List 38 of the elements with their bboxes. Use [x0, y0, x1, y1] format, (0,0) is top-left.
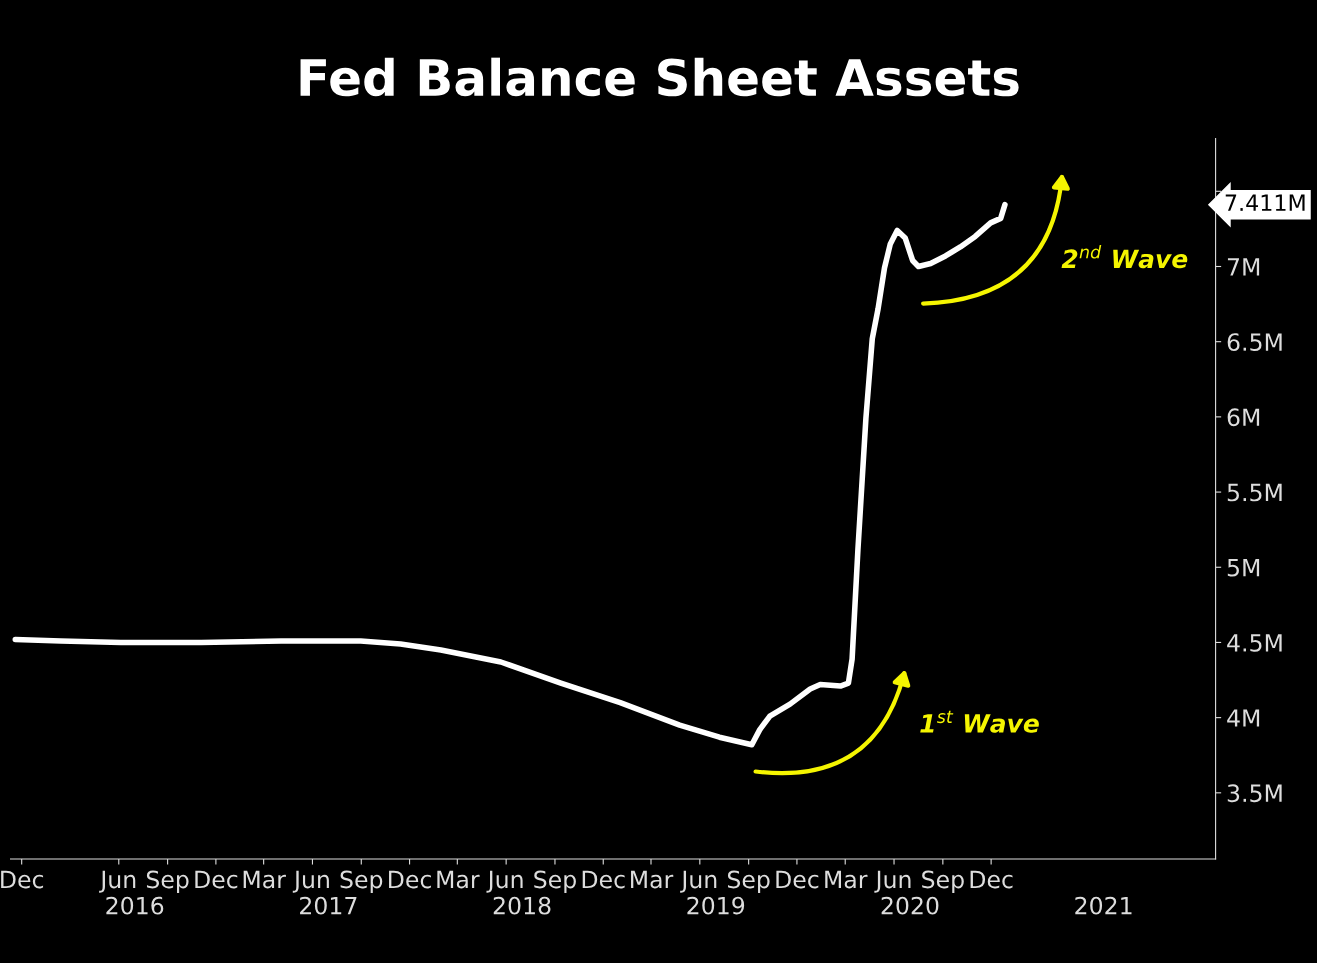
x-tick-label: Jun: [292, 870, 329, 893]
x-tick-label: Jun: [874, 870, 911, 893]
x-tick-label: Jun: [680, 870, 717, 893]
chart-title: Fed Balance Sheet Assets: [300, 57, 1019, 97]
y-tick-label: 5M: [1227, 559, 1260, 577]
x-tick-label: Dec: [389, 870, 431, 889]
x-tick-label: Mar: [631, 870, 674, 889]
y-tick-label: 5.5M: [1227, 483, 1282, 502]
x2-tick-label: 2020: [881, 896, 939, 915]
x2-tick-label: 2019: [687, 896, 745, 915]
x-tick-label: Sep: [727, 870, 770, 893]
y-tick-label: 6.5M: [1227, 333, 1282, 351]
x-tick-label: Sep: [340, 870, 383, 893]
y-tick-label: 4.5M: [1227, 634, 1282, 652]
y-tick-label: 3.5M: [1227, 784, 1282, 803]
x-tick-label: Mar: [243, 870, 286, 889]
x-tick-label: Dec: [1, 870, 44, 889]
y-tick-label: 6M: [1227, 408, 1260, 427]
x-tick-label: Dec: [970, 870, 1013, 889]
x-tick-label: Jun: [486, 870, 523, 893]
x-tick-label: Sep: [146, 870, 189, 893]
y-tick-label: 7M: [1227, 258, 1260, 276]
x-tick-label: Mar: [437, 870, 480, 889]
y-tick-label: 4M: [1227, 709, 1260, 727]
text: 7.411M: [1225, 194, 1305, 211]
annotation: 1$^{st}$ Wave: [920, 710, 1039, 733]
x-tick-label: Dec: [776, 870, 819, 889]
x-tick-label: Dec: [582, 870, 625, 889]
x-tick-label: Mar: [825, 870, 868, 889]
x2-tick-label: 2021: [1075, 896, 1132, 915]
x2-tick-label: 2018: [493, 896, 551, 915]
x-tick-label: Sep: [534, 870, 576, 893]
x-tick-label: Dec: [195, 870, 238, 889]
annotation: 2$^{nd}$ Wave: [1061, 245, 1188, 269]
x-tick-label: Jun: [99, 870, 136, 893]
x2-tick-label: 2016: [106, 896, 164, 915]
x2-tick-label: 2017: [300, 896, 357, 915]
x-tick-label: Sep: [922, 870, 964, 893]
